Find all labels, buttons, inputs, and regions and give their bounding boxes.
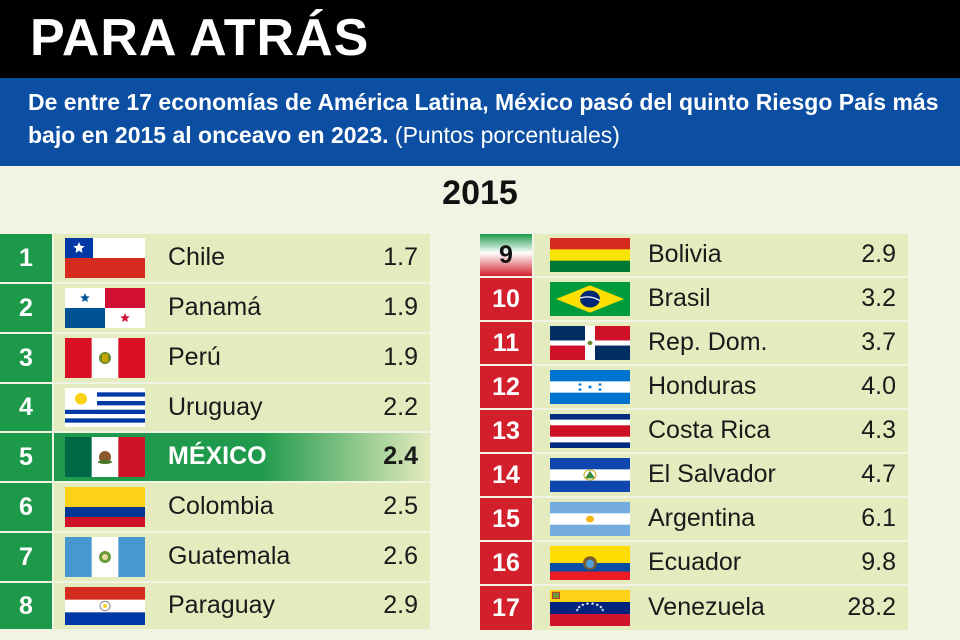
guatemala-flag [65, 537, 145, 577]
risk-value: 2.5 [383, 492, 418, 520]
ranking-row: 8 Paraguay 2.9 [0, 583, 430, 631]
rank-number: 14 [480, 454, 532, 496]
argentina-flag [550, 502, 630, 536]
ranking-row: 10 Brasil 3.2 [480, 278, 908, 322]
risk-value: 3.2 [861, 284, 896, 312]
risk-value: 2.9 [383, 591, 418, 619]
ranking-row: 4 Uruguay 2.2 [0, 384, 430, 433]
ecuador-flag [550, 546, 630, 580]
peru-flag [65, 338, 145, 378]
country-name: Guatemala [168, 542, 291, 570]
rank-number: 9 [480, 234, 532, 276]
rank-number: 12 [480, 366, 532, 408]
ranking-row: 12 Honduras 4.0 [480, 366, 908, 410]
country-name: Venezuela [648, 593, 765, 621]
chile-flag [65, 238, 145, 278]
honduras-flag [550, 370, 630, 404]
country-name: Uruguay [168, 392, 263, 421]
risk-value: 4.3 [861, 416, 896, 444]
ranking-row: 2 Panamá 1.9 [0, 284, 430, 334]
rank-number: 1 [0, 234, 52, 282]
panama-flag [65, 288, 145, 328]
country-name: Rep. Dom. [648, 328, 768, 356]
year-label: 2015 [442, 174, 518, 212]
rank-number: 17 [480, 586, 532, 630]
country-name: Bolivia [648, 240, 722, 268]
el-salvador-flag [550, 458, 630, 492]
rank-number: 15 [480, 498, 532, 540]
country-name: Brasil [648, 284, 711, 312]
country-name: MÉXICO [168, 442, 267, 470]
risk-value: 28.2 [847, 593, 896, 621]
rank-number: 5 [0, 433, 52, 481]
country-name: Panamá [168, 293, 262, 321]
risk-value: 2.6 [383, 542, 418, 570]
ranking-row: 14 El Salvador 4.7 [480, 454, 908, 498]
risk-value: 2.4 [383, 442, 418, 470]
ranking-row: 6 Colombia 2.5 [0, 483, 430, 533]
ranking-row: 13 Costa Rica 4.3 [480, 410, 908, 454]
risk-value: 1.9 [383, 343, 418, 371]
risk-value: 1.9 [383, 293, 418, 321]
rank-number: 8 [0, 583, 52, 629]
rank-number: 11 [480, 322, 532, 364]
rank-number: 4 [0, 384, 52, 431]
rep-dom-flag [550, 326, 630, 360]
ranking-row: 15 Argentina 6.1 [480, 498, 908, 542]
subtitle-text: De entre 17 economías de América Latina,… [28, 89, 939, 148]
risk-value: 2.2 [383, 392, 418, 421]
brasil-flag [550, 282, 630, 316]
rank-number: 13 [480, 410, 532, 452]
mexico-flag [65, 437, 145, 477]
ranking-row: 11 Rep. Dom. 3.7 [480, 322, 908, 366]
rank-number: 6 [0, 483, 52, 531]
country-name: Argentina [648, 504, 756, 532]
country-name: Colombia [168, 492, 274, 520]
country-name: Ecuador [648, 548, 742, 576]
country-name: Paraguay [168, 591, 276, 619]
costa-rica-flag [550, 414, 630, 448]
rank-number: 3 [0, 334, 52, 382]
country-name: El Salvador [648, 460, 776, 488]
country-name: Chile [168, 243, 225, 271]
paraguay-flag [65, 587, 145, 625]
page-title: PARA ATRÁS [30, 9, 370, 67]
ranking-row: 7 Guatemala 2.6 [0, 533, 430, 583]
ranking-row: 3 Perú 1.9 [0, 334, 430, 384]
rank-number: 7 [0, 533, 52, 581]
bolivia-flag [550, 238, 630, 272]
risk-value: 3.7 [861, 328, 896, 356]
risk-value: 4.0 [861, 372, 896, 400]
colombia-flag [65, 487, 145, 527]
subtitle-box: De entre 17 economías de América Latina,… [0, 78, 960, 166]
subtitle-note: (Puntos porcentuales) [394, 122, 620, 148]
risk-value: 2.9 [861, 240, 896, 268]
country-name: Honduras [648, 372, 757, 400]
risk-value: 6.1 [861, 504, 896, 532]
ranking-row: 5 MÉXICO 2.4 [0, 433, 430, 483]
country-name: Costa Rica [648, 416, 771, 444]
venezuela-flag [550, 590, 630, 626]
country-name: Perú [168, 343, 221, 371]
ranking-row: 17 Venezuela 28.2 [480, 586, 908, 632]
rank-number: 2 [0, 284, 52, 332]
ranking-left-column: 1 Chile 1.7 2 Panamá 1.9 3 Perú 1.9 4 Uruguay 2.2 5 M… [0, 234, 430, 634]
ranking-row: 9 Bolivia 2.9 [480, 234, 908, 278]
ranking-row: 16 Ecuador 9.8 [480, 542, 908, 586]
rank-number: 10 [480, 278, 532, 320]
uruguay-flag [65, 388, 145, 427]
title-bar: PARA ATRÁS [0, 0, 960, 78]
ranking-right-column: 9 Bolivia 2.9 10 Brasil 3.2 11 Rep. Dom. 3.7 12 Ho… [480, 234, 908, 634]
risk-value: 9.8 [861, 548, 896, 576]
ranking-row: 1 Chile 1.7 [0, 234, 430, 284]
rank-number: 16 [480, 542, 532, 584]
risk-value: 4.7 [861, 460, 896, 488]
risk-value: 1.7 [383, 243, 418, 271]
